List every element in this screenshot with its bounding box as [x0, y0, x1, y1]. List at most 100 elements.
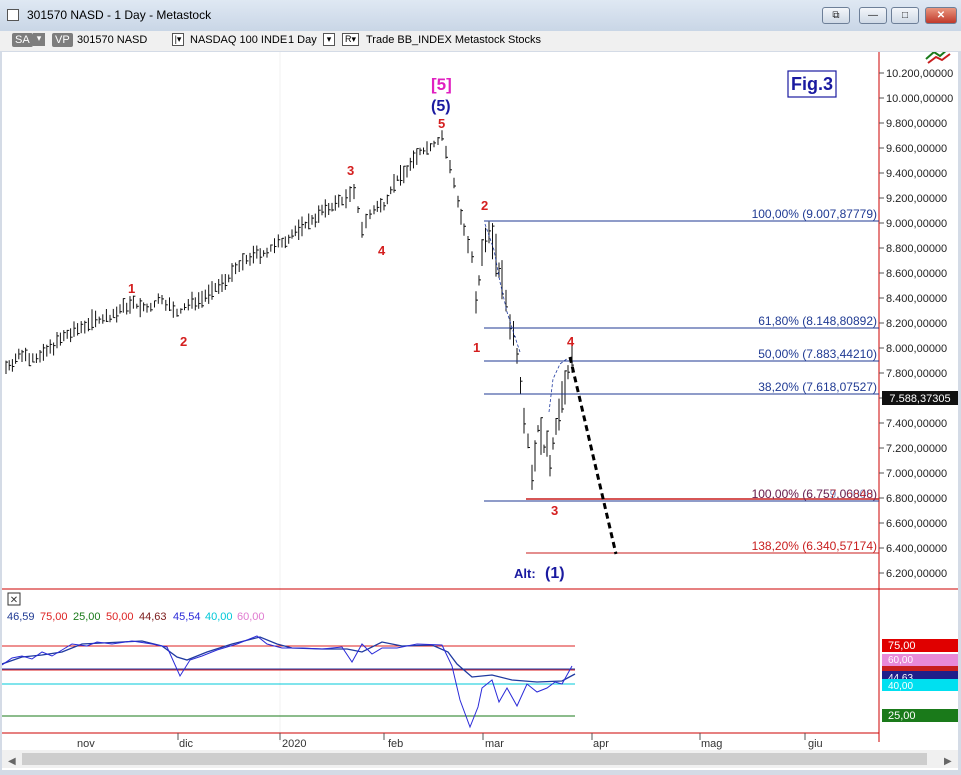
price-tick-label: 8.800,00000 — [886, 243, 947, 255]
price-tick-label: 6.600,00000 — [886, 518, 947, 530]
tag-60-text: 60,00 — [888, 655, 913, 666]
time-mar: mar — [485, 738, 504, 750]
current-price-value: 7.588,37305 — [889, 393, 950, 405]
price-axis: 10.200,00000 10.000,00000 9.800,00000 9.600… — [879, 68, 953, 580]
wave-3-label: 3 — [347, 163, 354, 178]
alt-label: Alt: — [514, 566, 536, 581]
minimize-button[interactable]: — — [859, 7, 887, 24]
tag-75-text: 75,00 — [888, 640, 916, 652]
template-label: Trade BB_INDEX Metastock Stocks — [366, 34, 542, 46]
c-wave-3-label: 3 — [551, 503, 558, 518]
price-tick-label: 9.600,00000 — [886, 143, 947, 155]
r-button[interactable]: R▾ — [342, 33, 359, 46]
ind-value-4: 50,00 — [106, 611, 134, 623]
price-tick-label: 6.400,00000 — [886, 543, 947, 555]
time-axis: nov dic 2020 feb mar apr mag giu — [77, 733, 823, 750]
window-title: 301570 NASD - 1 Day - Metastock — [27, 8, 212, 22]
wave-2-label: 2 — [180, 334, 187, 349]
ind-value-5: 44,63 — [139, 611, 167, 623]
ind-value-6: 45,54 — [173, 611, 201, 623]
time-nov: nov — [77, 738, 95, 750]
price-tick-label: 6.200,00000 — [886, 568, 947, 580]
fig-label: Fig.3 — [791, 74, 833, 94]
ind-value-3: 25,00 — [73, 611, 101, 623]
wave-4-label: 4 — [378, 243, 386, 258]
fig-label-box — [787, 70, 837, 98]
intermediate-wave-label: (5) — [431, 98, 451, 115]
wave-labels: [5] (5) 5 3 4 1 2 2 1 4 3 Alt: (1) — [128, 75, 575, 582]
price-tick-label: 10.000,00000 — [886, 93, 953, 105]
security-selector-icon[interactable]: |▾ — [172, 33, 184, 46]
app-icon — [7, 9, 19, 21]
fib-ext-100-overlap-label: 100,00% (6.759,00000) — [752, 487, 877, 501]
price-tick-label: 9.400,00000 — [886, 168, 947, 180]
period-label[interactable]: 1 Day — [288, 34, 317, 46]
price-tick-label: 7.400,00000 — [886, 418, 947, 430]
alt-wave-label: (1) — [545, 565, 565, 582]
scroll-left-icon[interactable]: ◀ — [8, 756, 16, 767]
wave-1-label: 1 — [128, 281, 135, 296]
scroll-right-icon[interactable]: ▶ — [944, 756, 952, 767]
restore-chart-icon[interactable]: ⧉ — [822, 7, 850, 24]
sa-button[interactable]: SA — [12, 33, 33, 47]
ind-value-7: 40,00 — [205, 611, 233, 623]
price-tick-label: 7.200,00000 — [886, 443, 947, 455]
tag-44-text: 44,63 — [888, 673, 913, 684]
price-tick-label: 7.800,00000 — [886, 368, 947, 380]
vp-button[interactable]: VP — [52, 33, 73, 47]
tag-25-text: 25,00 — [888, 710, 916, 722]
tag-75 — [882, 639, 958, 652]
symbol-label[interactable]: 301570 NASD — [77, 34, 148, 46]
fib-ext-100-label: 100,00% (6.757,06848) — [752, 487, 877, 501]
fib-618-label: 61,80% (8.148,80892) — [758, 314, 877, 328]
indicator-close-glyph: ✕ — [10, 595, 18, 606]
ind-fast-line — [1, 635, 573, 729]
projection-line — [568, 356, 618, 555]
price-tick-label: 9.000,00000 — [886, 218, 947, 230]
time-feb: feb — [388, 738, 403, 750]
period-dropdown-icon[interactable]: ▾ — [323, 33, 335, 46]
time-giu: giu — [808, 738, 823, 750]
c-wave-2-label: 2 — [481, 198, 488, 213]
fib-lines — [484, 220, 879, 554]
fib-100-label: 100,00% (9.007,87779) — [752, 207, 877, 221]
current-price-tag — [882, 391, 958, 405]
price-tick-label: 7.000,00000 — [886, 468, 947, 480]
fib-382-label: 38,20% (7.618,07527) — [758, 380, 877, 394]
title-bar: 301570 NASD - 1 Day - Metastock ⧉ — □ ✕ — [0, 0, 961, 32]
ind-value-8: 60,00 — [237, 611, 265, 623]
price-tick-label: 8.000,00000 — [886, 343, 947, 355]
maximize-button[interactable]: □ — [891, 7, 919, 24]
tag-50 — [882, 666, 958, 671]
chart-tool-icon[interactable] — [925, 48, 951, 64]
security-name-label: NASDAQ 100 INDE — [190, 34, 288, 46]
c-wave-4-label: 4 — [567, 334, 575, 349]
price-tick-label: 8.600,00000 — [886, 268, 947, 280]
sa-dropdown-icon[interactable]: ▾ — [33, 33, 45, 46]
chart-area[interactable]: 100,00% (9.007,87779) 61,80% (8.148,8089… — [1, 48, 958, 770]
close-button[interactable]: ✕ — [925, 7, 957, 24]
time-mag: mag — [701, 738, 722, 750]
chart-toolbar: SA ▾ VP 301570 NASD |▾ NASDAQ 100 INDE 1… — [0, 31, 961, 51]
price-tick-label: 10.200,00000 — [886, 68, 953, 80]
indicator-values: 46,59 75,00 25,00 50,00 44,63 45,54 40,0… — [7, 611, 265, 623]
wave-5-label: 5 — [438, 116, 445, 131]
ind-slow-line — [1, 636, 576, 683]
price-tick-label: 9.800,00000 — [886, 118, 947, 130]
tag-40-text: 40,00 — [888, 681, 913, 692]
tag-25 — [882, 709, 958, 722]
time-apr: apr — [593, 738, 609, 750]
price-bars — [5, 130, 574, 490]
fib-50-label: 50,00% (7.883,44210) — [758, 347, 877, 361]
time-2020: 2020 — [282, 738, 306, 750]
price-tick-label: 9.200,00000 — [886, 193, 947, 205]
ind-value-1: 46,59 — [7, 611, 35, 623]
indicator-close-icon[interactable] — [7, 592, 21, 606]
c-wave-1-label: 1 — [473, 340, 480, 355]
fib-1382-label: 138,20% (6.340,57174) — [752, 539, 877, 553]
scrollbar-thumb[interactable] — [22, 753, 927, 765]
tag-40 — [882, 679, 958, 691]
price-tick-label: 8.200,00000 — [886, 318, 947, 330]
price-tick-label: 6.800,00000 — [886, 493, 947, 505]
price-tick-label: 8.400,00000 — [886, 293, 947, 305]
